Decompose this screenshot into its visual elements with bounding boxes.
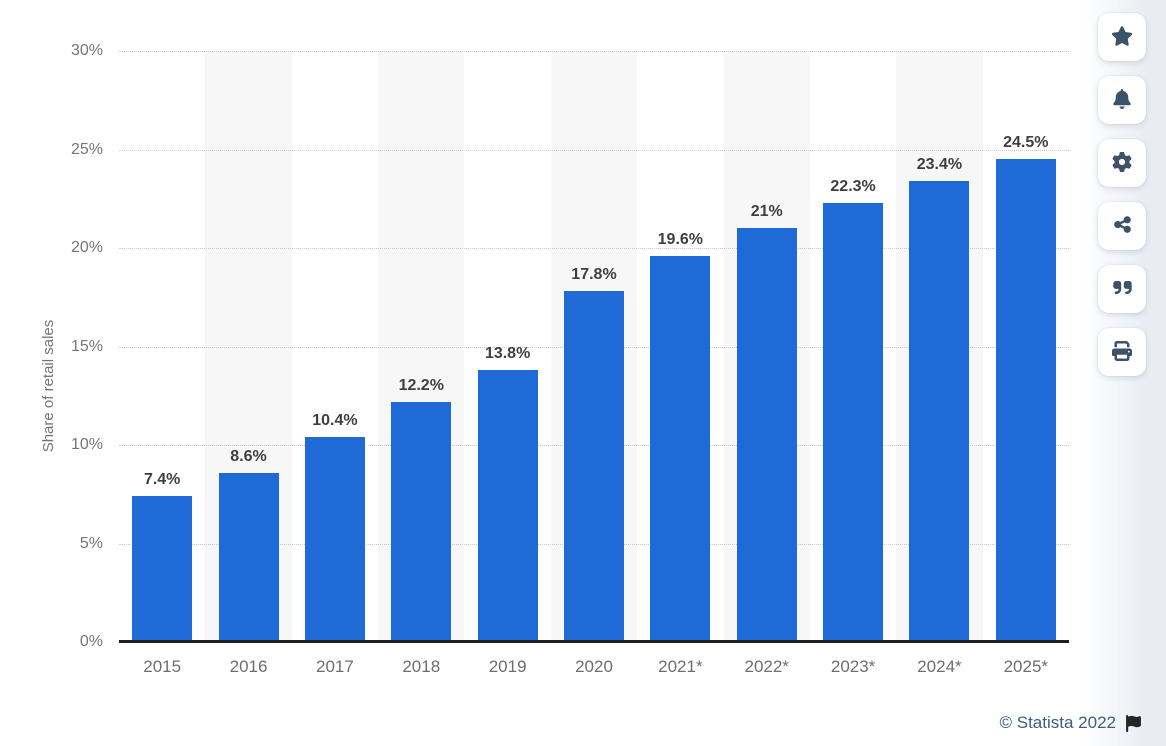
x-axis-tick-label: 2020 bbox=[575, 657, 613, 676]
y-gridline bbox=[119, 248, 1069, 249]
bar-value-label: 21% bbox=[750, 203, 783, 221]
bar-value-label: 23.4% bbox=[916, 156, 963, 174]
y-gridline bbox=[119, 149, 1069, 151]
bar-2025*[interactable] bbox=[995, 159, 1056, 642]
x-axis-tick-label: 2018 bbox=[402, 657, 441, 676]
printer-icon bbox=[1112, 340, 1132, 364]
flag-icon bbox=[1125, 714, 1142, 732]
bar-value-label: 10.4% bbox=[312, 412, 358, 430]
citation-button[interactable] bbox=[1098, 265, 1146, 313]
settings-button[interactable] bbox=[1098, 139, 1146, 187]
share-icon bbox=[1113, 215, 1132, 237]
bar-2024*[interactable] bbox=[909, 181, 970, 642]
bar-2018[interactable] bbox=[391, 401, 452, 642]
y-axis-tick-label: 25% bbox=[70, 140, 103, 158]
bar-value-label: 8.6% bbox=[230, 447, 267, 465]
bar-value-label: 19.6% bbox=[657, 230, 704, 248]
bar-2020[interactable] bbox=[564, 291, 624, 642]
bar-2022*[interactable] bbox=[736, 228, 797, 642]
chart-toolbar bbox=[1098, 13, 1146, 376]
quote-icon bbox=[1112, 277, 1133, 301]
bar-2019[interactable] bbox=[477, 370, 538, 642]
bar-2016[interactable] bbox=[218, 472, 279, 642]
x-axis-tick-label: 2017 bbox=[315, 657, 354, 676]
favorite-button[interactable] bbox=[1098, 13, 1146, 61]
bar-value-label: 13.8% bbox=[484, 345, 531, 363]
bar-2017[interactable] bbox=[304, 437, 365, 642]
star-icon bbox=[1111, 25, 1133, 50]
x-axis-tick-label: 2015 bbox=[143, 657, 182, 676]
x-axis-tick-label: 2021* bbox=[658, 657, 703, 676]
y-axis-tick-label: 15% bbox=[70, 337, 103, 355]
bell-icon bbox=[1112, 88, 1132, 112]
x-axis-tick-label: 2016 bbox=[229, 657, 268, 676]
bar-2015[interactable] bbox=[132, 496, 193, 642]
y-gridline bbox=[119, 51, 1069, 52]
y-axis-tick-label: 30% bbox=[70, 42, 103, 59]
x-axis-line bbox=[119, 640, 1069, 643]
bar-2021*[interactable] bbox=[650, 255, 711, 642]
y-axis-title: Share of retail sales bbox=[40, 319, 57, 453]
y-axis-tick-label: 0% bbox=[79, 633, 103, 650]
share-button[interactable] bbox=[1098, 202, 1146, 250]
gear-icon bbox=[1112, 151, 1132, 175]
bar-value-label: 12.2% bbox=[398, 376, 444, 394]
chart-footer: © Statista 2022 bbox=[1000, 713, 1143, 733]
bar-value-label: 7.4% bbox=[143, 471, 181, 489]
copyright-text: © Statista 2022 bbox=[999, 713, 1117, 732]
y-axis-tick-label: 5% bbox=[79, 534, 103, 552]
plot-area bbox=[119, 51, 1069, 642]
bar-value-label: 22.3% bbox=[830, 177, 876, 195]
x-axis-tick-label: 2022* bbox=[744, 657, 789, 676]
x-axis-tick-label: 2019 bbox=[488, 657, 527, 676]
x-axis-tick-label: 2023* bbox=[830, 657, 876, 676]
bar-value-label: 24.5% bbox=[1003, 134, 1049, 152]
y-axis-tick-label: 20% bbox=[70, 239, 103, 256]
print-button[interactable] bbox=[1098, 328, 1146, 376]
bar-value-label: 17.8% bbox=[571, 266, 617, 284]
notification-button[interactable] bbox=[1098, 76, 1146, 124]
bar-2023*[interactable] bbox=[823, 202, 884, 642]
x-axis-tick-label: 2025* bbox=[1003, 657, 1049, 676]
x-axis-tick-label: 2024* bbox=[917, 657, 962, 676]
y-axis-tick-label: 10% bbox=[70, 436, 103, 453]
